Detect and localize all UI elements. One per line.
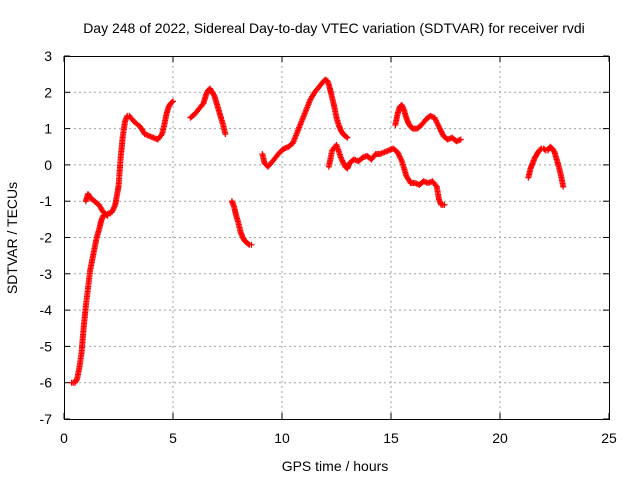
y-tick-label: -6 xyxy=(40,375,53,391)
y-tick-label: -4 xyxy=(40,302,53,318)
x-tick-label: 20 xyxy=(492,430,508,446)
data-point xyxy=(210,91,217,98)
y-tick-label: -3 xyxy=(40,266,53,282)
x-tick-label: 0 xyxy=(60,430,68,446)
y-tick-label: -7 xyxy=(40,411,53,427)
data-series xyxy=(325,141,448,208)
data-point xyxy=(441,201,448,208)
y-tick-label: 1 xyxy=(44,121,52,137)
y-tick-label: -5 xyxy=(40,338,53,354)
data-point xyxy=(73,377,80,384)
x-tick-label: 10 xyxy=(274,430,290,446)
y-tick-label: 0 xyxy=(44,157,52,173)
y-tick-label: -2 xyxy=(40,230,53,246)
data-series xyxy=(259,76,351,170)
x-tick-label: 5 xyxy=(169,430,177,446)
y-tick-label: 3 xyxy=(44,48,52,64)
data-series xyxy=(228,198,255,248)
data-point xyxy=(170,98,176,105)
data-marks xyxy=(68,76,567,386)
data-point xyxy=(344,134,351,141)
chart-title: Day 248 of 2022, Sidereal Day-to-day VTE… xyxy=(83,20,585,36)
data-series xyxy=(392,102,464,145)
data-point xyxy=(550,147,557,154)
data-series xyxy=(68,98,176,386)
data-point xyxy=(222,131,229,138)
grid-layer xyxy=(64,56,609,419)
data-series xyxy=(525,143,567,190)
data-point xyxy=(168,99,175,106)
x-tick-label: 25 xyxy=(601,430,617,446)
data-point xyxy=(457,136,464,143)
x-tick-label: 15 xyxy=(383,430,399,446)
y-tick-label: -1 xyxy=(40,193,53,209)
data-point xyxy=(103,211,110,218)
data-series xyxy=(82,190,111,219)
data-point xyxy=(248,241,255,248)
data-point xyxy=(104,212,111,219)
data-series xyxy=(187,85,229,138)
data-point xyxy=(245,240,252,247)
data-point xyxy=(560,183,567,190)
data-point xyxy=(343,133,350,140)
y-tick-label: 2 xyxy=(44,84,52,100)
y-axis-label: SDTVAR / TECUs xyxy=(4,182,20,294)
x-axis-label: GPS time / hours xyxy=(282,458,389,474)
